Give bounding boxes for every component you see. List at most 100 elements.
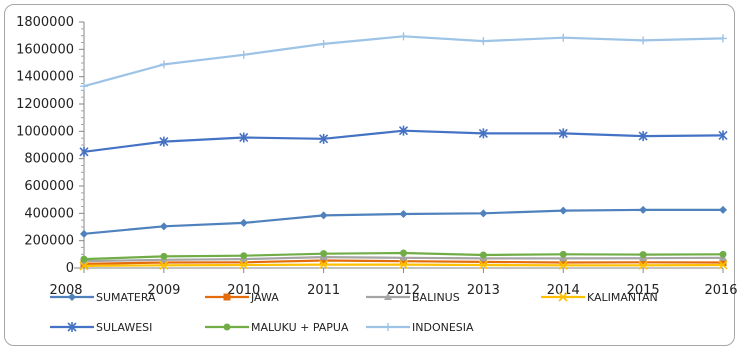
y-tick-label: 1000000 <box>16 124 74 139</box>
data-point <box>638 260 648 270</box>
data-point <box>239 218 248 227</box>
data-point <box>478 128 488 139</box>
data-point <box>399 32 408 41</box>
legend-label: INDONESIA <box>412 321 474 334</box>
data-point <box>80 82 88 91</box>
data-point <box>719 259 727 267</box>
y-tick-label: 1400000 <box>16 70 74 85</box>
data-point <box>319 39 328 48</box>
data-point <box>558 128 568 139</box>
data-point <box>159 60 168 69</box>
y-tick-label: 600000 <box>24 179 74 194</box>
data-point <box>400 249 407 257</box>
legend-item: MALUKU + PAPUA <box>205 321 349 334</box>
legend-item: JAWA <box>205 291 279 304</box>
data-point <box>159 260 169 270</box>
legend-label: JAWA <box>250 291 279 304</box>
y-tick-label: 1800000 <box>16 15 74 30</box>
legend-swatch-marker <box>384 323 392 331</box>
data-point <box>718 260 728 270</box>
data-point <box>159 222 168 231</box>
data-point <box>559 206 568 215</box>
data-point <box>239 260 249 270</box>
data-point <box>319 133 329 144</box>
data-point <box>240 258 248 266</box>
y-tick-label: 200000 <box>24 234 74 249</box>
data-point <box>479 258 487 266</box>
x-tick-label: 2014 <box>547 283 580 298</box>
data-point <box>558 260 568 270</box>
data-point <box>398 260 409 270</box>
x-tick-label: 2015 <box>627 283 660 298</box>
x-tick-label: 2012 <box>387 283 420 298</box>
y-tick-label: 1600000 <box>16 42 74 57</box>
data-point <box>479 209 488 218</box>
x-tick-label: 2016 <box>704 283 737 298</box>
legend-swatch-marker <box>384 293 392 300</box>
legend-swatch-marker <box>558 292 568 302</box>
x-tick-label: 2013 <box>467 283 500 298</box>
data-point <box>320 250 328 258</box>
data-point <box>479 37 488 46</box>
data-point <box>399 210 408 219</box>
series-kalimantan <box>79 260 728 271</box>
legend-item: INDONESIA <box>366 321 474 334</box>
data-point <box>559 254 568 262</box>
data-point <box>478 260 488 270</box>
data-point <box>718 130 728 141</box>
data-point <box>320 256 328 264</box>
chart-frame <box>4 4 735 346</box>
data-point <box>159 136 169 147</box>
data-point <box>639 258 647 266</box>
data-point <box>399 253 408 261</box>
series-line <box>83 35 724 88</box>
x-tick-label: 2009 <box>147 283 180 298</box>
legend-swatch-marker <box>68 293 76 301</box>
legend-label: KALIMANTAN <box>587 291 658 304</box>
data-point <box>398 125 409 136</box>
legend-swatch-marker <box>223 323 231 331</box>
data-point <box>400 257 407 265</box>
data-point <box>160 252 168 260</box>
data-point <box>719 205 727 214</box>
legend-swatch-marker <box>67 322 77 332</box>
data-point <box>239 50 248 59</box>
legend-item: SULAWESI <box>50 321 152 334</box>
data-point <box>638 131 648 142</box>
x-tick-label: 2011 <box>307 283 340 298</box>
y-tick-label: 1200000 <box>16 97 74 112</box>
y-tick-label: 400000 <box>24 206 74 221</box>
data-point <box>239 132 249 143</box>
data-point <box>639 205 648 214</box>
data-point <box>559 259 567 267</box>
legend-label: SUMATERA <box>96 291 156 304</box>
series-sulawesi <box>79 125 728 157</box>
data-point <box>559 33 568 42</box>
data-point <box>639 36 648 45</box>
legend-label: SULAWESI <box>96 321 152 334</box>
data-point <box>559 250 567 258</box>
series-maluku-papua <box>80 249 727 263</box>
series-sumatera <box>80 205 727 238</box>
data-point <box>240 252 248 260</box>
data-point <box>80 255 88 263</box>
series-balinus <box>80 253 727 265</box>
data-point <box>319 260 329 270</box>
data-point <box>79 261 89 271</box>
data-point <box>719 34 727 43</box>
data-point <box>80 229 88 238</box>
x-tick-label: 2008 <box>49 283 82 298</box>
data-point <box>719 250 727 258</box>
data-point <box>639 251 647 259</box>
data-point <box>319 211 328 220</box>
y-tick-label: 800000 <box>24 152 74 167</box>
legend-item: KALIMANTAN <box>541 291 658 304</box>
x-tick-label: 2010 <box>227 283 260 298</box>
legend-swatch-marker <box>223 293 231 301</box>
legend-item: BALINUS <box>366 291 460 304</box>
data-point <box>479 251 487 259</box>
legend-label: BALINUS <box>412 291 460 304</box>
data-point <box>79 146 89 157</box>
legend-item: SUMATERA <box>50 291 156 304</box>
